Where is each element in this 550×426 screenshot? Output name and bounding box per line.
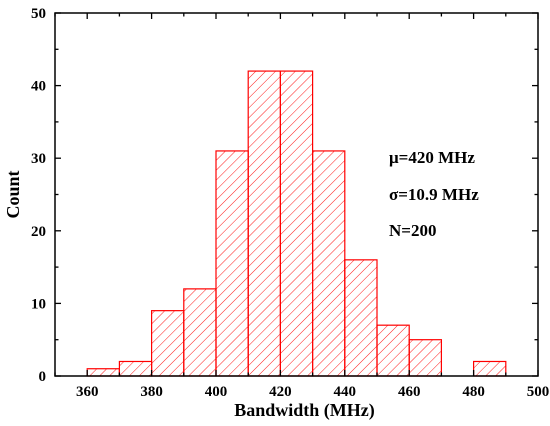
y-axis-title: Count <box>3 170 23 218</box>
histogram-bar <box>312 150 346 377</box>
y-tick-label: 20 <box>31 224 46 240</box>
y-tick-label: 40 <box>31 79 46 95</box>
x-tick-label: 360 <box>76 384 99 400</box>
x-axis-title: Bandwidth (MHz) <box>234 400 375 421</box>
histogram-bar <box>376 324 410 377</box>
stddev-annotation: σ=10.9 MHz <box>389 185 479 204</box>
y-tick-label: 0 <box>39 369 47 385</box>
histogram-bar <box>344 259 378 377</box>
x-tick-label: 380 <box>140 384 163 400</box>
x-tick-label: 480 <box>462 384 485 400</box>
mean-annotation: μ=420 MHz <box>389 148 475 167</box>
histogram-bar <box>183 288 217 377</box>
histogram-bar <box>151 310 185 377</box>
x-tick-label: 420 <box>269 384 292 400</box>
x-tick-label: 440 <box>334 384 357 400</box>
histogram-bar <box>247 70 281 377</box>
sample-size-annotation: N=200 <box>389 221 436 240</box>
histogram-bar <box>118 360 153 377</box>
histogram-bar <box>215 150 249 377</box>
histogram-bar <box>279 70 314 377</box>
y-tick-label: 50 <box>31 6 46 22</box>
histogram-bar <box>86 368 120 377</box>
x-tick-label: 500 <box>527 384 550 400</box>
histogram-bar <box>473 360 507 377</box>
bars-group <box>86 70 507 377</box>
x-tick-label: 460 <box>398 384 421 400</box>
y-tick-label: 30 <box>31 151 46 167</box>
ticks-group: 360 380 400 420 440 460 480 500 0 10 20 30 40 50 <box>31 6 549 400</box>
histogram-bar <box>408 339 443 377</box>
x-tick-label: 400 <box>205 384 228 400</box>
y-tick-label: 10 <box>31 296 46 312</box>
